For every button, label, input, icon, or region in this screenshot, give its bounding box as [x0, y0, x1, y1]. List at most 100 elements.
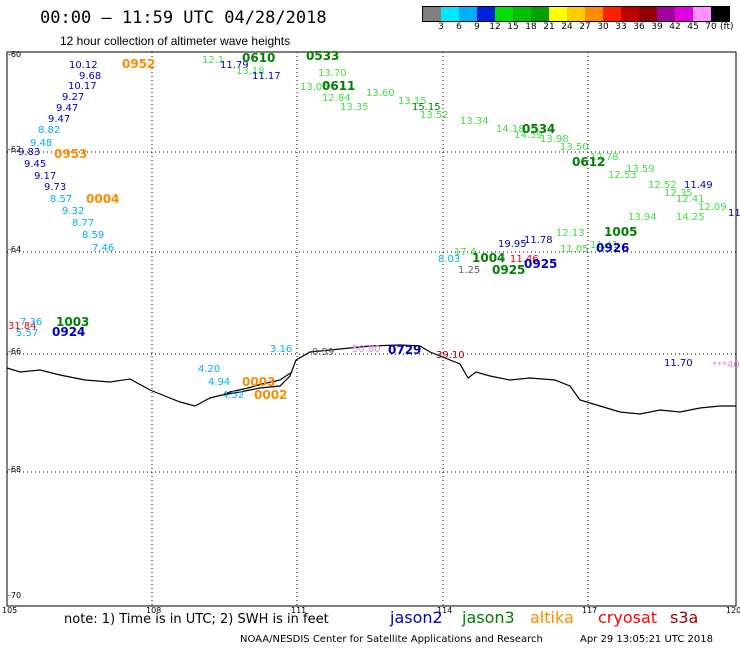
pass-id-0729: 0729	[388, 343, 421, 357]
scale-swatch-15	[693, 7, 711, 21]
swh-value: 5.57	[16, 328, 38, 339]
lat-label: -70	[8, 591, 21, 600]
swh-value: 9.83	[18, 147, 40, 158]
swh-value: 14.59	[514, 130, 543, 141]
scale-label: 24	[561, 22, 573, 32]
scale-label: 70	[705, 22, 717, 32]
swh-value: 9.68	[79, 71, 101, 82]
lon-label: 108	[146, 606, 161, 615]
swh-value: 12.13	[556, 228, 585, 239]
scale-swatch-3	[477, 7, 495, 21]
swh-value: 9.45	[24, 159, 46, 170]
swh-value: 13.70	[318, 68, 347, 79]
pass-id-0952: 0952	[122, 57, 155, 71]
scale-label: 6	[456, 22, 462, 32]
pass-id-1005: 1005	[604, 225, 637, 239]
scale-swatch-1	[441, 7, 459, 21]
scale-swatch-10	[603, 7, 621, 21]
swh-value: 9.32	[62, 206, 84, 217]
swh-value: ***40	[712, 360, 740, 371]
swh-value: 12.35	[664, 188, 693, 199]
satellite-altika: altika	[530, 608, 574, 627]
swh-value: 4.20	[198, 364, 220, 375]
swh-value: 12.09	[698, 202, 727, 213]
pass-id-0002: 0002	[254, 388, 287, 402]
swh-value: 9.47	[48, 114, 70, 125]
coastline-ice-shelf	[221, 371, 293, 396]
scale-swatch-16	[711, 7, 729, 21]
map-subtitle: 12 hour collection of altimeter wave hei…	[60, 34, 291, 48]
swh-value: 12.41	[676, 194, 705, 205]
scale-swatch-2	[459, 7, 477, 21]
swh-value: 8.03	[438, 254, 460, 265]
generation-timestamp: Apr 29 13:05:21 UTC 2018	[580, 634, 713, 645]
pass-id-0003: 0003	[242, 375, 275, 389]
swh-value: 8.77	[72, 218, 94, 229]
lon-label: 117	[582, 606, 597, 615]
lat-label: -60	[8, 50, 21, 59]
swh-value: 39.10	[436, 350, 465, 361]
pass-id-0534: 0534	[522, 122, 555, 136]
swh-value: 12.52	[648, 180, 677, 191]
scale-swatch-0	[423, 7, 441, 21]
satellite-jason3: jason3	[462, 608, 515, 627]
swh-value: 7.46	[92, 243, 114, 254]
swh-value: 12.84	[322, 93, 351, 104]
swh-value: 13.59	[626, 164, 655, 175]
pass-id-0953: 0953	[54, 147, 87, 161]
swh-value: 10.12	[69, 60, 98, 71]
scale-label: 45	[687, 22, 699, 32]
swh-value: 8.82	[38, 125, 60, 136]
swh-value: 8.59	[82, 230, 104, 241]
scale-swatch-12	[639, 7, 657, 21]
lon-label: 111	[291, 606, 306, 615]
swh-value: 14.25	[676, 212, 705, 223]
swh-value: 13.50	[560, 142, 589, 153]
swh-value: 12.53	[608, 170, 637, 181]
swh-value: 14.18	[496, 124, 525, 135]
scale-label: 36	[633, 22, 645, 32]
map-frame	[6, 51, 737, 607]
swh-value: 4.52	[222, 390, 244, 401]
lon-label: 105	[2, 606, 17, 615]
satellite-s3a: s3a	[670, 608, 699, 627]
swh-value: 9.27	[62, 92, 84, 103]
satellite-jason2: jason2	[390, 608, 443, 627]
swh-value: 15.15	[412, 102, 441, 113]
swh-value: 13.18	[236, 66, 265, 77]
scale-swatch-4	[495, 7, 513, 21]
pass-id-0926: 0926	[596, 241, 629, 255]
color-scale-legend	[422, 6, 730, 22]
graticule	[7, 52, 736, 606]
lon-label: 114	[437, 606, 452, 615]
footer-note: note: 1) Time is in UTC; 2) SWH is in fe…	[64, 612, 329, 627]
swh-value: 11.79	[220, 60, 249, 71]
pass-id-0610: 0610	[242, 51, 275, 65]
lat-label: -62	[8, 145, 21, 154]
lon-label: 120	[726, 606, 740, 615]
scale-label: 15	[507, 22, 519, 32]
swh-value: 11.49	[684, 180, 713, 191]
pass-id-0925: 0925	[524, 257, 557, 271]
swh-value: 13.35	[340, 102, 369, 113]
swh-value: 11.70	[664, 358, 693, 369]
swh-value: 50.80	[352, 344, 381, 355]
scale-label: 42	[669, 22, 681, 32]
scale-swatch-6	[531, 7, 549, 21]
swh-value: 13.52	[420, 110, 449, 121]
scale-label: 39	[651, 22, 663, 32]
scale-swatch-14	[675, 7, 693, 21]
swh-value: 8.57	[50, 194, 72, 205]
swh-value: 13.98	[540, 134, 569, 145]
pass-id-1004: 1004	[472, 251, 505, 265]
scale-label: 3	[438, 22, 444, 32]
lat-label: -66	[8, 347, 21, 356]
scale-label: 9	[474, 22, 480, 32]
swh-value: 11	[728, 208, 740, 219]
swh-value: 9.47	[56, 103, 78, 114]
swh-value: 11.78	[524, 235, 553, 246]
swh-value: 7.36	[20, 317, 42, 328]
scale-swatch-13	[657, 7, 675, 21]
lat-label: -64	[8, 245, 21, 254]
